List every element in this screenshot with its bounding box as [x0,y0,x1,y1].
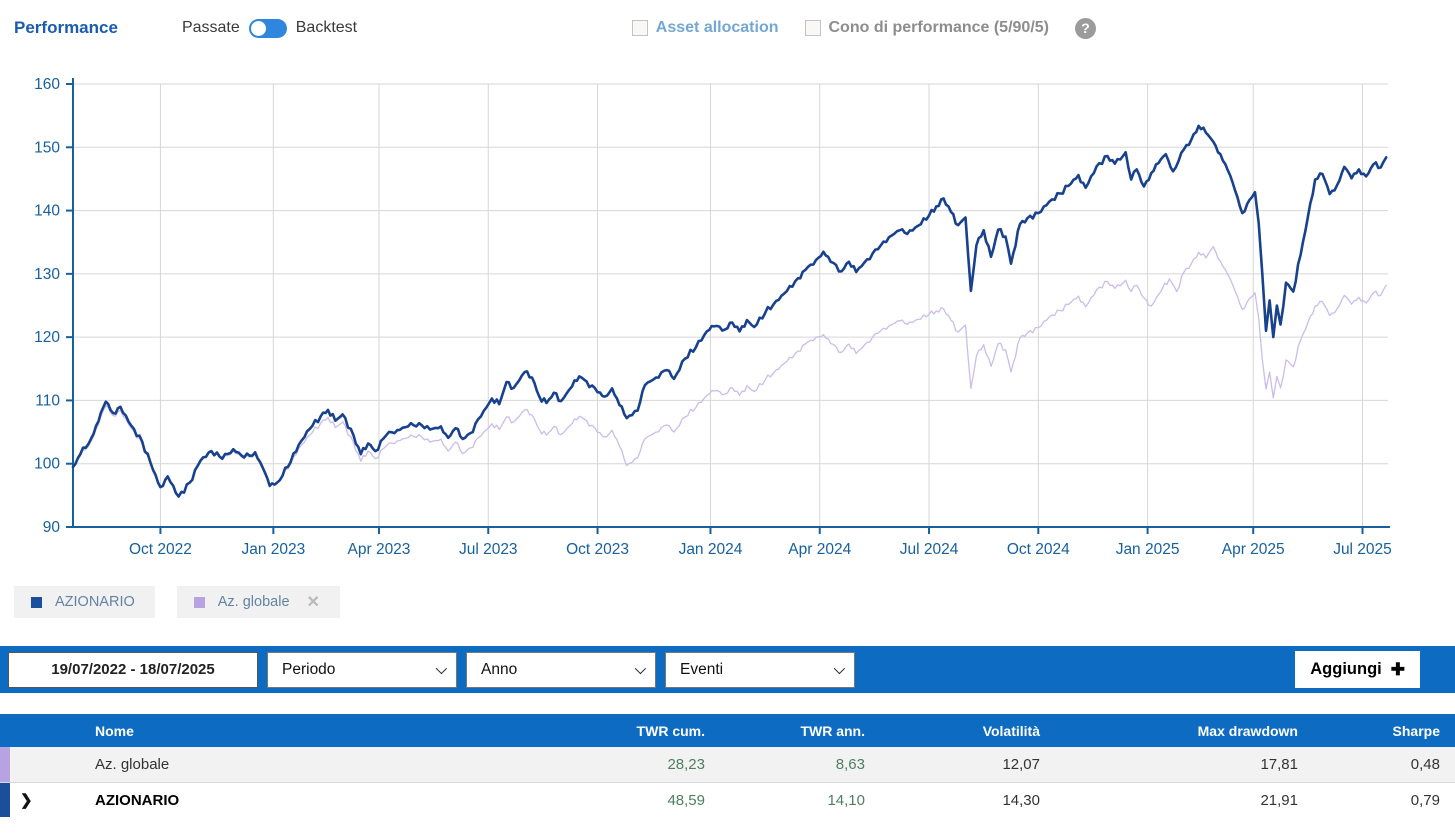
legend-swatch-icon [31,596,42,608]
performance-cone-option: Cono di performance (5/90/5) [804,19,1050,37]
passate-backtest-toggle-group: Passate Backtest [181,18,358,38]
row-value: 28,23 [667,756,705,773]
x-tick-label: Jan 2023 [241,541,305,558]
chart-options: Asset allocation Cono di performance (5/… [631,17,1096,39]
series-line-azionario[interactable] [71,124,1388,498]
y-tick-label: 110 [35,392,60,409]
chevron-down-icon [833,662,846,674]
row-value: 14,30 [1002,791,1040,809]
dropdown-selected-value: Anno [481,660,518,678]
help-icon[interactable]: ? [1075,17,1096,39]
row-value: 48,59 [667,791,705,809]
performance-cone-checkbox[interactable] [804,20,821,36]
legend-swatch-icon [193,596,205,608]
row-color-stripe [0,747,10,782]
toggle-left-label: Passate [181,19,240,36]
legend-label: AZIONARIO [55,594,135,610]
top-bar: Performance Passate Backtest Asset alloc… [0,0,1455,56]
legend-chip-az-globale[interactable]: Az. globale ✕ [176,586,340,618]
y-tick-label: 90 [43,519,61,536]
column-header-twr-ann-: TWR ann. [800,722,865,739]
column-header-volatilit-: Volatilità [982,722,1040,739]
x-tick-label: Apr 2025 [1222,541,1285,558]
series-line-az-globale[interactable] [72,245,1387,497]
row-name: Az. globale [95,756,170,773]
x-tick-label: Jul 2025 [1333,541,1392,558]
legend-label: Az. globale [217,594,290,610]
x-tick-label: Oct 2022 [129,541,192,558]
row-value: 0,79 [1410,791,1440,809]
x-tick-label: Oct 2023 [566,541,629,558]
x-tick-label: Apr 2023 [348,541,411,558]
row-value: 8,63 [835,756,865,773]
x-tick-label: Oct 2024 [1007,541,1070,558]
x-tick-label: Jul 2024 [900,541,959,558]
x-tick-label: Jan 2024 [679,541,743,558]
column-header-twr-cum-: TWR cum. [636,722,705,739]
table-row-az-globale[interactable]: Az. globale 28,23 8,63 12,07 17,81 0,48 [0,747,1455,782]
row-value: 17,81 [1260,756,1298,773]
row-value: 12,07 [1002,756,1040,773]
asset-allocation-option: Asset allocation [631,19,779,37]
page-title: Performance [14,18,118,37]
toggle-knob[interactable] [250,20,266,36]
dropdown-selected-value: Periodo [282,660,336,678]
asset-allocation-checkbox[interactable] [631,20,648,36]
column-header-sharpe: Sharpe [1392,722,1440,739]
column-header-nome: Nome [95,722,134,739]
legend-chip-azionario[interactable]: AZIONARIO [14,586,155,618]
passate-backtest-toggle[interactable] [248,18,287,38]
plus-icon: ✚ [1390,659,1405,679]
x-tick-label: Apr 2024 [788,541,851,558]
chevron-down-icon [634,662,647,674]
row-color-stripe [0,783,10,817]
x-tick-label: Jan 2025 [1116,541,1180,558]
toggle-right-label: Backtest [295,19,358,36]
add-button-label: Aggiungi [1310,660,1382,678]
dropdown-periodo[interactable]: Periodo [267,651,457,688]
x-tick-label: Jul 2023 [459,541,518,558]
performance-table: Nome TWR cum. TWR ann. Volatilità Max drawdo… [0,714,1455,817]
date-range-input[interactable] [8,651,258,688]
dropdown-selected-value: Eventi [680,660,724,678]
row-value: 14,10 [827,791,865,809]
y-tick-label: 100 [34,456,60,473]
chart-legend: AZIONARIO Az. globale ✕ [14,586,1455,618]
close-icon[interactable]: ✕ [306,594,320,611]
table-row-azionario[interactable]: ❯ AZIONARIO 48,59 14,10 14,30 21,91 0,79 [0,782,1455,817]
chevron-down-icon [435,662,448,674]
filter-toolbar: Periodo Anno Eventi Aggiungi ✚ [0,646,1455,693]
column-header-max-drawdown: Max drawdown [1197,722,1298,739]
line-chart-svg[interactable]: 90 100 110 120 130 140 150 160 Oct 2022 Jan 2023 A… [0,56,1455,570]
dropdown-anno[interactable]: Anno [466,651,656,688]
table-body: Az. globale 28,23 8,63 12,07 17,81 0,48 ❯ AZION… [0,747,1455,817]
y-tick-label: 130 [34,266,60,283]
dropdown-eventi[interactable]: Eventi [665,651,855,688]
asset-allocation-label: Asset allocation [655,19,779,36]
y-tick-label: 160 [34,76,60,93]
y-tick-label: 150 [34,139,60,156]
expand-chevron-icon[interactable]: ❯ [20,792,33,809]
row-value: 0,48 [1410,756,1440,773]
performance-chart[interactable]: 90 100 110 120 130 140 150 160 Oct 2022 Jan 2023 A… [0,56,1455,570]
y-tick-label: 140 [34,203,60,220]
dropdowns: Periodo Anno Eventi [258,651,855,688]
add-button[interactable]: Aggiungi ✚ [1295,651,1420,688]
row-value: 21,91 [1260,791,1298,809]
row-name: AZIONARIO [95,791,180,809]
table-header-row: Nome TWR cum. TWR ann. Volatilità Max drawdo… [0,714,1455,747]
performance-cone-label: Cono di performance (5/90/5) [828,19,1050,36]
y-tick-label: 120 [34,329,60,346]
